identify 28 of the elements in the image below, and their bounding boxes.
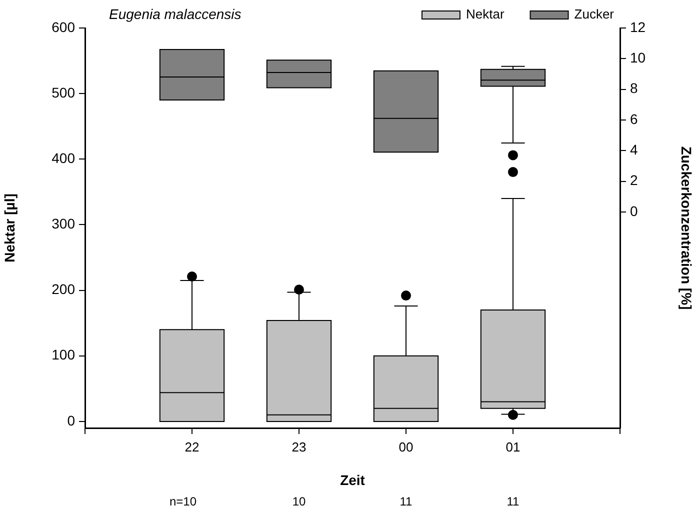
y-tick-label: 400	[52, 150, 76, 166]
x-axis-title: Zeit	[340, 472, 366, 488]
y2-tick-label: 0	[630, 202, 638, 219]
y-tick-label: 200	[52, 281, 76, 298]
y-tick-label: 0	[67, 412, 76, 428]
legend-label: Nektar	[466, 6, 505, 22]
y-axis-title: Nektar [µl]	[1, 194, 18, 262]
y-tick-label: 600	[52, 18, 76, 35]
x-tick-label: 23	[292, 439, 306, 454]
y2-tick-label: 10	[630, 50, 646, 66]
y-tick-label: 500	[52, 84, 76, 100]
x-tick-label: 22	[184, 439, 200, 454]
chart-title: Eugenia malaccensis	[109, 6, 242, 22]
y2-tick-label: 8	[630, 80, 638, 96]
text: 11	[506, 494, 520, 508]
x-tick-label: 00	[398, 439, 414, 454]
text: 11	[400, 494, 413, 508]
y2-axis-title: Zuckerkonzentration [%]	[678, 146, 695, 310]
x-tick-label: 01	[506, 439, 520, 454]
y2-tick-label: 2	[630, 172, 638, 188]
y2-tick-label: 6	[630, 110, 638, 127]
text: n=10	[169, 494, 197, 508]
legend-label: Zucker	[574, 6, 615, 22]
text: 10	[292, 494, 306, 508]
y2-tick-label: 12	[630, 18, 646, 35]
y-tick-label: 300	[52, 216, 76, 232]
y-tick-label: 100	[52, 346, 76, 363]
y2-tick-label: 4	[630, 141, 638, 158]
